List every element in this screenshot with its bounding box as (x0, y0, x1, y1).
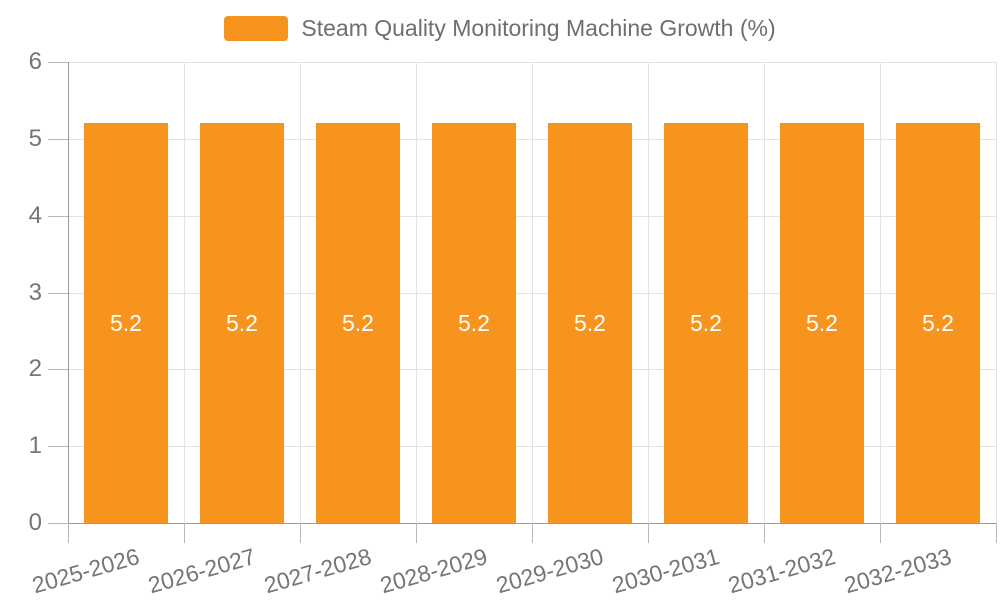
bar-value-label: 5.2 (226, 309, 258, 336)
y-tick-mark (48, 523, 68, 524)
bar: 5.2 (896, 123, 980, 523)
y-tick-mark (48, 446, 68, 448)
x-gridline (532, 62, 533, 523)
x-gridline (764, 62, 765, 523)
legend-swatch (224, 16, 289, 41)
x-tick-label: 2031-2032 (725, 543, 839, 599)
y-tick-mark (48, 138, 68, 140)
x-gridline (300, 62, 301, 523)
x-tick-label: 2029-2030 (493, 543, 607, 599)
legend-title: Steam Quality Monitoring Machine Growth … (301, 15, 776, 41)
chart-legend[interactable]: Steam Quality Monitoring Machine Growth … (0, 15, 1000, 42)
y-tick-label: 6 (28, 48, 42, 75)
plot-area: 5.2 5.2 5.2 5.2 5.2 5.2 5.2 5.2 (68, 62, 997, 523)
y-tick-mark (48, 62, 68, 63)
x-gridline (996, 62, 997, 523)
y-tick-mark (48, 215, 68, 217)
y-tick-label: 4 (28, 201, 42, 229)
bar-value-label: 5.2 (342, 309, 374, 336)
bar-value-label: 5.2 (922, 309, 954, 336)
y-tick-label: 1 (28, 432, 42, 460)
x-gridline (184, 62, 185, 523)
x-tick-mark (880, 523, 881, 543)
bar: 5.2 (84, 123, 168, 523)
bar: 5.2 (200, 123, 284, 523)
x-tick-mark (184, 523, 185, 543)
x-gridline (648, 62, 649, 523)
y-tick-mark (48, 292, 68, 294)
y-tick-label: 3 (28, 278, 42, 306)
bar: 5.2 (316, 123, 400, 523)
x-tick-mark (996, 523, 997, 543)
bar-value-label: 5.2 (574, 309, 606, 336)
x-tick-mark (416, 523, 417, 543)
bar-value-label: 5.2 (806, 309, 838, 336)
y-axis-line (68, 62, 69, 523)
bar-value-label: 5.2 (690, 309, 722, 336)
x-tick-mark (764, 523, 765, 543)
x-tick-label: 2025-2026 (29, 543, 143, 599)
x-gridline (880, 62, 881, 523)
bar: 5.2 (780, 123, 864, 523)
x-tick-mark (300, 523, 301, 543)
bar: 5.2 (432, 123, 516, 523)
x-tick-label: 2028-2029 (377, 543, 491, 599)
y-tick-mark (48, 369, 68, 371)
bar-value-label: 5.2 (458, 309, 490, 336)
y-tick-label: 2 (28, 355, 42, 383)
x-tick-label: 2027-2028 (261, 543, 375, 599)
x-axis-line (48, 523, 996, 524)
bar: 5.2 (548, 123, 632, 523)
x-tick-mark (648, 523, 649, 543)
x-gridline (416, 62, 417, 523)
bar: 5.2 (664, 123, 748, 523)
x-tick-label: 2032-2033 (841, 543, 955, 599)
x-tick-label: 2026-2027 (145, 543, 259, 599)
bar-value-label: 5.2 (110, 309, 142, 336)
x-tick-label: 2030-2031 (609, 543, 723, 599)
x-tick-mark (68, 523, 69, 543)
y-tick-label: 0 (28, 509, 42, 536)
y-tick-label: 5 (28, 124, 42, 152)
x-tick-mark (532, 523, 533, 543)
